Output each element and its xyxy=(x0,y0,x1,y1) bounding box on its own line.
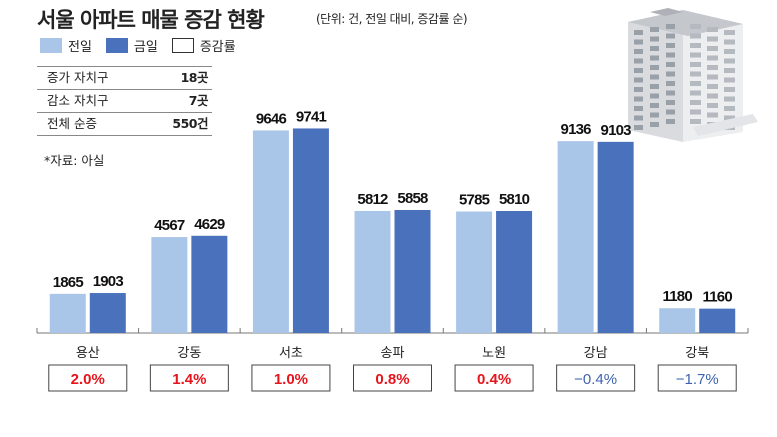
data-label: 5785 xyxy=(459,192,490,209)
change-rate-label: 0.8% xyxy=(375,371,409,388)
bar-prev xyxy=(49,293,86,333)
chart-title: 서울 아파트 매물 증감 현황 xyxy=(37,8,265,32)
data-label: 9136 xyxy=(561,121,592,138)
legend-label: 증감률 xyxy=(199,40,236,55)
category-label: 용산 xyxy=(76,345,100,360)
change-rate-box xyxy=(353,364,432,392)
bar-prev xyxy=(354,210,391,333)
change-rate-label: −1.7% xyxy=(676,371,719,388)
data-label: 4629 xyxy=(194,216,225,233)
category-label: 강북 xyxy=(685,345,709,360)
bar-prev xyxy=(557,141,594,333)
legend-swatch-today xyxy=(105,38,128,53)
change-rate-label: 1.4% xyxy=(172,371,206,388)
bar-today xyxy=(292,128,329,333)
data-label: 5858 xyxy=(397,190,428,207)
stats-value: 7곳 xyxy=(188,93,209,108)
change-rate-label: 2.0% xyxy=(71,371,105,388)
category-label: 서초 xyxy=(279,345,303,360)
data-label: 1865 xyxy=(53,274,84,291)
change-rate-label: 1.0% xyxy=(274,371,308,388)
data-label: 9741 xyxy=(296,108,327,125)
category-label: 강남 xyxy=(584,345,608,360)
data-label: 1160 xyxy=(703,289,733,306)
stats-table: 증가 자치구 18곳 감소 자치구 7곳 전체 순증 550건 xyxy=(37,66,212,136)
stats-row: 감소 자치구 7곳 xyxy=(37,90,212,113)
chart-subtitle: (단위: 건, 전일 대비, 증감률 순) xyxy=(316,12,468,26)
data-label: 4567 xyxy=(154,217,185,234)
legend-item-prev: 전일 xyxy=(40,36,92,55)
change-rate-label: −0.4% xyxy=(574,371,617,388)
data-label: 1903 xyxy=(93,273,124,290)
change-rate-box xyxy=(556,364,636,392)
data-label: 9646 xyxy=(256,110,287,127)
change-rate-label: 0.4% xyxy=(477,371,511,388)
stats-label: 감소 자치구 xyxy=(47,93,109,108)
data-label: 1180 xyxy=(663,288,693,305)
category-label: 노원 xyxy=(482,345,506,360)
data-label: 5810 xyxy=(499,191,530,208)
bar-today xyxy=(699,308,736,333)
legend: 전일 금일 증감률 xyxy=(40,36,236,55)
legend-swatch-prev xyxy=(40,38,62,53)
source-note: *자료: 아실 xyxy=(44,153,105,168)
stats-row: 전체 순증 550건 xyxy=(37,113,212,136)
data-label: 5812 xyxy=(357,191,388,208)
stats-value: 550건 xyxy=(172,116,208,131)
apartment-building-icon xyxy=(628,8,758,142)
bar-prev xyxy=(659,308,696,333)
bar-today xyxy=(496,210,533,333)
change-rate-box xyxy=(48,364,128,392)
stats-label: 전체 순증 xyxy=(47,116,97,131)
stats-value: 18곳 xyxy=(180,70,209,85)
bar-prev xyxy=(151,237,188,333)
legend-label: 금일 xyxy=(133,40,158,55)
data-label: 9103 xyxy=(601,122,632,139)
legend-label: 전일 xyxy=(68,40,92,55)
legend-item-rate: 증감률 xyxy=(171,36,236,55)
bar-today xyxy=(89,293,126,333)
bar-today xyxy=(394,209,431,333)
category-label: 송파 xyxy=(381,345,405,360)
bar-prev xyxy=(252,130,289,333)
change-rate-box xyxy=(251,364,331,392)
change-rate-box xyxy=(657,364,737,392)
category-label: 강동 xyxy=(177,345,201,360)
change-rate-box xyxy=(149,364,229,392)
stats-row: 증가 자치구 18곳 xyxy=(37,67,212,90)
change-rate-box xyxy=(454,364,534,392)
bar-today xyxy=(597,141,634,333)
bar-today xyxy=(191,235,228,333)
stats-label: 증가 자치구 xyxy=(47,70,109,85)
bar-prev xyxy=(456,211,493,333)
legend-item-today: 금일 xyxy=(105,36,158,55)
legend-swatch-rate xyxy=(171,38,194,53)
